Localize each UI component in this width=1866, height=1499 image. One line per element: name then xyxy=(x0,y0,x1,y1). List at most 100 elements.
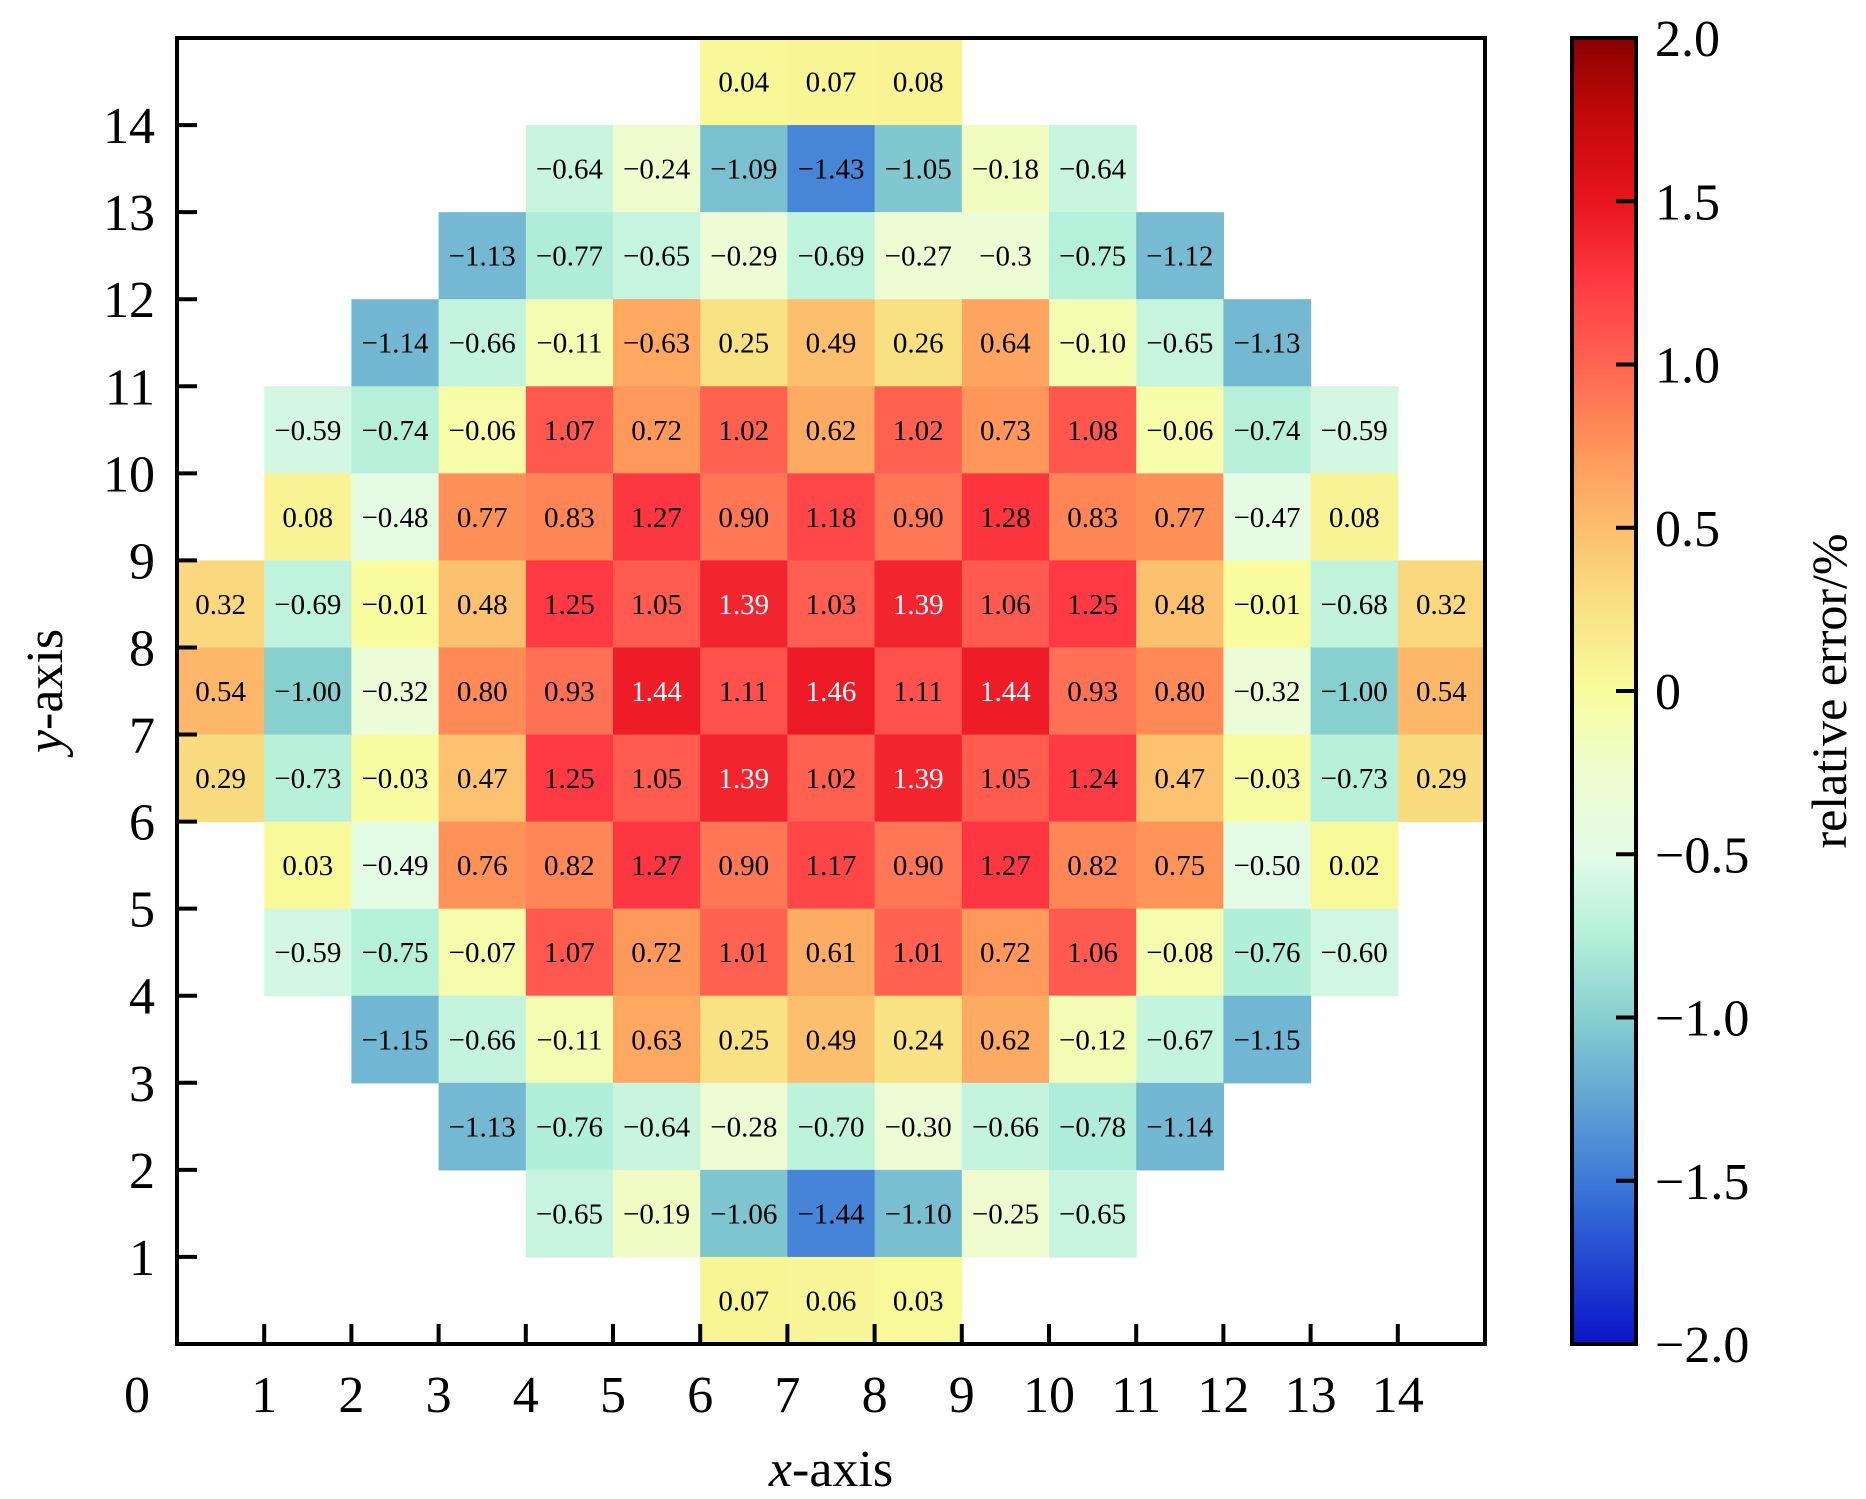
heatmap-cell xyxy=(1136,386,1224,474)
heatmap-cell xyxy=(1310,821,1399,910)
heatmap-cell xyxy=(351,647,440,736)
heatmap-cell xyxy=(1049,212,1137,300)
cell-value-label: 1.01 xyxy=(718,937,769,969)
heatmap-cell xyxy=(1223,560,1312,649)
cell-value-label: 0.73 xyxy=(980,415,1031,447)
heatmap-cell xyxy=(613,473,701,561)
heatmap-cell xyxy=(700,473,788,561)
cell-value-label: 0.04 xyxy=(718,67,769,99)
cell-value-label: −0.3 xyxy=(979,241,1032,273)
heatmap-cell xyxy=(787,821,876,910)
cell-value-label: −0.70 xyxy=(797,1111,864,1143)
heatmap-cell xyxy=(438,560,527,649)
heatmap-cell xyxy=(961,212,1050,300)
x-tick-label: 6 xyxy=(687,1367,713,1424)
heatmap-cell xyxy=(525,821,614,910)
cell-value-label: 1.02 xyxy=(806,763,857,795)
cell-value-label: 0.29 xyxy=(195,763,246,795)
cell-value-label: 1.39 xyxy=(718,589,769,621)
cell-value-label: −0.24 xyxy=(623,154,691,186)
cell-value-label: 1.18 xyxy=(806,502,857,534)
y-tick-label: 1 xyxy=(129,1230,155,1287)
cell-value-label: −0.08 xyxy=(1146,937,1213,969)
heatmap-cell xyxy=(700,560,788,649)
cell-value-label: 1.11 xyxy=(719,676,769,708)
cell-value-label: 0.49 xyxy=(806,1024,857,1056)
heatmap-cell xyxy=(874,821,963,910)
cell-value-label: 0.03 xyxy=(282,850,333,882)
colorbar-tick-label: −0.5 xyxy=(1655,827,1749,884)
heatmap-cell xyxy=(1136,908,1224,997)
heatmap-cell xyxy=(787,1256,876,1345)
heatmap-cell xyxy=(351,734,440,823)
heatmap-cell xyxy=(961,821,1050,910)
cell-value-label: −0.66 xyxy=(972,1111,1039,1143)
cell-value-label: 1.28 xyxy=(980,502,1031,534)
heatmap-cell xyxy=(961,995,1050,1084)
cell-value-label: 1.05 xyxy=(631,589,682,621)
heatmap-cell xyxy=(1310,908,1399,997)
cell-value-label: 1.27 xyxy=(980,850,1031,882)
cell-value-label: −0.64 xyxy=(623,1111,691,1143)
cell-value-label: 0.48 xyxy=(1154,589,1205,621)
heatmap-cell xyxy=(1223,908,1312,997)
cell-value-label: 0.07 xyxy=(806,67,857,99)
colorbar-label: relative error/% xyxy=(1801,533,1857,848)
cell-value-label: −0.77 xyxy=(536,241,603,273)
heatmap-cell xyxy=(1049,647,1137,736)
cell-value-label: −1.06 xyxy=(710,1198,777,1230)
heatmap-cell xyxy=(700,734,788,823)
heatmap-cell xyxy=(264,473,352,561)
cell-value-label: 0.61 xyxy=(806,937,857,969)
heatmap-cell xyxy=(1223,473,1312,561)
heatmap-cell xyxy=(1049,1169,1137,1258)
colorbar-ticks: 2.0 1.5 1.0 0.5 0 −0.5 −1.0 −1.5 −2.0 xyxy=(1616,11,1749,1374)
cell-value-label: 0.48 xyxy=(457,589,508,621)
x-tick-label: 0 xyxy=(124,1367,150,1424)
cell-value-label: −0.69 xyxy=(274,589,341,621)
cell-value-label: 0.08 xyxy=(893,67,944,99)
cell-value-label: 0.77 xyxy=(1154,502,1205,534)
cell-value-label: −0.49 xyxy=(361,850,428,882)
colorbar-tick-label: 0.5 xyxy=(1655,501,1720,558)
y-tick-label: 2 xyxy=(129,1143,155,1200)
colorbar-tick-label: 1.5 xyxy=(1655,174,1720,231)
heatmap-cell xyxy=(874,560,963,649)
heatmap-cell xyxy=(1136,212,1224,300)
heatmap-cell xyxy=(874,1256,963,1345)
heatmap-cell xyxy=(961,647,1050,736)
heatmap-cell xyxy=(177,560,265,649)
heatmap-cell xyxy=(1049,299,1137,387)
cell-value-label: 1.39 xyxy=(893,589,944,621)
y-tick-label: 5 xyxy=(129,882,155,939)
heatmap-cell xyxy=(874,38,963,126)
cell-value-label: 0.93 xyxy=(544,676,595,708)
cell-value-label: −1.00 xyxy=(274,676,341,708)
y-tick-label: 14 xyxy=(103,98,155,155)
cell-value-label: 0.80 xyxy=(457,676,508,708)
heatmap-cell xyxy=(438,821,527,910)
cell-value-label: 0.08 xyxy=(1329,502,1380,534)
x-axis-ticks: 0 1 2 3 4 5 6 7 8 9 10 11 12 13 14 xyxy=(124,1324,1424,1424)
cell-value-label: −1.00 xyxy=(1321,676,1388,708)
heatmap-cell xyxy=(613,647,701,736)
cell-value-label: 1.44 xyxy=(631,676,682,708)
y-tick-label: 12 xyxy=(103,272,155,329)
cell-value-label: −0.01 xyxy=(1233,589,1300,621)
heatmap-cell xyxy=(264,821,352,910)
cell-value-label: 1.25 xyxy=(544,763,595,795)
heatmap-cell xyxy=(438,212,527,300)
cell-value-label: 1.05 xyxy=(980,763,1031,795)
cell-value-label: −0.74 xyxy=(361,415,429,447)
heatmap-cell xyxy=(351,995,440,1084)
heatmap-cell xyxy=(1310,386,1399,474)
cell-value-label: 1.11 xyxy=(893,676,943,708)
cell-value-label: −0.28 xyxy=(710,1111,777,1143)
heatmap-cell xyxy=(613,560,701,649)
cell-value-label: 1.07 xyxy=(544,937,595,969)
cell-value-label: 0.62 xyxy=(980,1024,1031,1056)
heatmap-cell xyxy=(525,647,614,736)
heatmap-cell xyxy=(438,1082,527,1171)
colorbar-tick-label: −2.0 xyxy=(1655,1317,1749,1374)
heatmap-cell xyxy=(787,647,876,736)
